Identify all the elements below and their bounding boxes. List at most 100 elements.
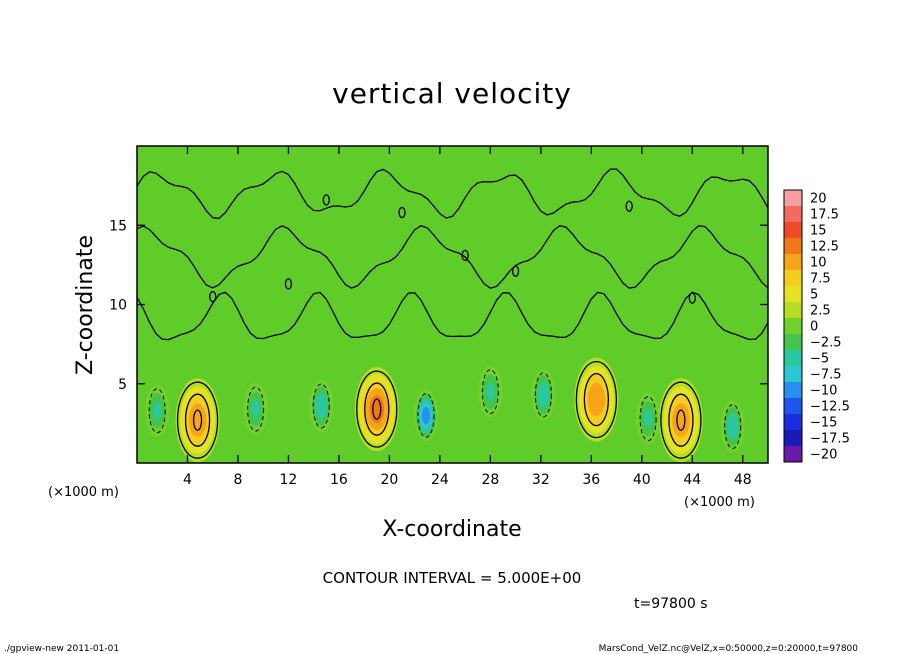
contour-neg [417, 392, 435, 438]
time-label: t=97800 s [634, 596, 708, 612]
field-band [729, 420, 736, 434]
field-band [486, 382, 495, 401]
updraft-core-2 [574, 357, 619, 442]
y-tick-label: 5 [118, 377, 127, 393]
y-tick-label: 15 [109, 218, 127, 234]
colorbar-swatch [784, 382, 802, 399]
contour-neg [724, 404, 742, 450]
colorbar-swatch [784, 366, 802, 383]
field-band [676, 411, 686, 429]
contour-pos [192, 409, 203, 431]
contour-neg [312, 383, 330, 429]
updraft-core-1 [354, 367, 399, 452]
contour-interval: CONTOUR INTERVAL = 5.000E+00 [323, 569, 582, 587]
colorbar-swatch [784, 254, 802, 271]
contour-pos [676, 409, 686, 431]
field-band [540, 388, 547, 402]
field-band [193, 411, 202, 429]
x-unit-left: (×1000 m) [48, 485, 119, 500]
contour-zero [137, 168, 768, 220]
colorbar-label: 15 [810, 224, 827, 239]
colorbar-swatch [784, 238, 802, 255]
colorbar-swatch [784, 414, 802, 431]
x-axis: 4 8 12 16 20 24 28 32 36 40 44 48 [183, 146, 752, 488]
colorbar-label: −5 [810, 352, 829, 367]
colorbar-label: 0 [810, 320, 818, 335]
colorbar-swatch [784, 318, 802, 335]
contour-small [688, 292, 696, 304]
field-band [153, 401, 162, 420]
colorbar-label: 5 [810, 288, 818, 303]
contour-small [209, 290, 217, 303]
contour-pos [372, 398, 382, 420]
x-tick-label: 28 [481, 472, 499, 488]
colorbar-label: 12.5 [810, 240, 839, 255]
colorbar-swatch [784, 334, 802, 351]
colorbar-label: −17.5 [810, 432, 850, 447]
contour-small [511, 265, 520, 277]
colorbar-swatch [784, 286, 802, 303]
contour-small [398, 206, 406, 219]
field-band [423, 411, 428, 420]
colorbar-swatch [784, 398, 802, 415]
colorbar-label: −15 [810, 416, 837, 431]
colorbar-label: 20 [810, 192, 827, 207]
contour-zero [575, 360, 618, 439]
x-tick-label: 40 [633, 472, 651, 488]
contour-zero [660, 381, 702, 459]
contour-pos [184, 393, 211, 447]
colorbar-label: −20 [810, 448, 837, 463]
contour-pos [668, 393, 694, 447]
colorbar-label: 17.5 [810, 208, 839, 223]
colorbar-swatch [784, 430, 802, 447]
footer-left: ./gpview-new 2011-01-01 [4, 644, 119, 654]
x-axis-title: X-coordinate [382, 517, 521, 542]
y-tick-label: 10 [109, 298, 127, 314]
colorbar-label: −10 [810, 384, 837, 399]
field-band [644, 409, 653, 428]
chart-title: vertical velocity [332, 77, 572, 110]
x-tick-label: 32 [532, 472, 550, 488]
y-axis: 5 10 15 [109, 218, 768, 393]
footer-right: MarsCond_VelZ.nc@VelZ,x=0:50000,z=0:2000… [599, 644, 859, 654]
updraft-core-0 [175, 378, 220, 463]
colorbar-label: −12.5 [810, 400, 850, 415]
x-tick-label: 44 [683, 472, 701, 488]
contour-small [625, 200, 633, 212]
colorbar-label: −2.5 [810, 336, 842, 351]
plot-area [136, 145, 769, 464]
contour-zero [356, 370, 398, 448]
colorbar-frame [783, 189, 803, 463]
field-band [373, 402, 381, 417]
colorbar-swatch [784, 270, 802, 287]
colorbar-swatch [784, 446, 802, 463]
colorbar-swatch [784, 206, 802, 223]
contour-zero [176, 381, 219, 459]
x-unit-right: (×1000 m) [684, 495, 755, 510]
x-tick-label: 36 [582, 472, 600, 488]
contour-neg [247, 386, 265, 432]
contour-small [461, 249, 469, 262]
contour-zero [137, 291, 768, 341]
colorbar-label: 10 [810, 256, 827, 271]
x-tick-label: 12 [280, 472, 298, 488]
contour-small [322, 194, 330, 206]
colorbar-swatch [784, 190, 802, 207]
x-tick-label: 48 [734, 472, 752, 488]
colorbar-label: 7.5 [810, 272, 831, 287]
contour-small [284, 278, 293, 290]
contour-pos [364, 382, 390, 436]
field-band [251, 400, 260, 418]
colorbar-swatch [784, 302, 802, 319]
contour-lines [137, 168, 768, 459]
x-tick-label: 16 [330, 472, 348, 488]
contour-pos [583, 372, 610, 427]
field-band [318, 399, 325, 413]
updraft-core-3 [658, 378, 703, 463]
contour-zero [137, 224, 768, 289]
x-tick-label: 8 [233, 472, 242, 488]
contour-neg [148, 388, 166, 434]
x-tick-label: 24 [431, 472, 449, 488]
x-tick-label: 20 [380, 472, 398, 488]
